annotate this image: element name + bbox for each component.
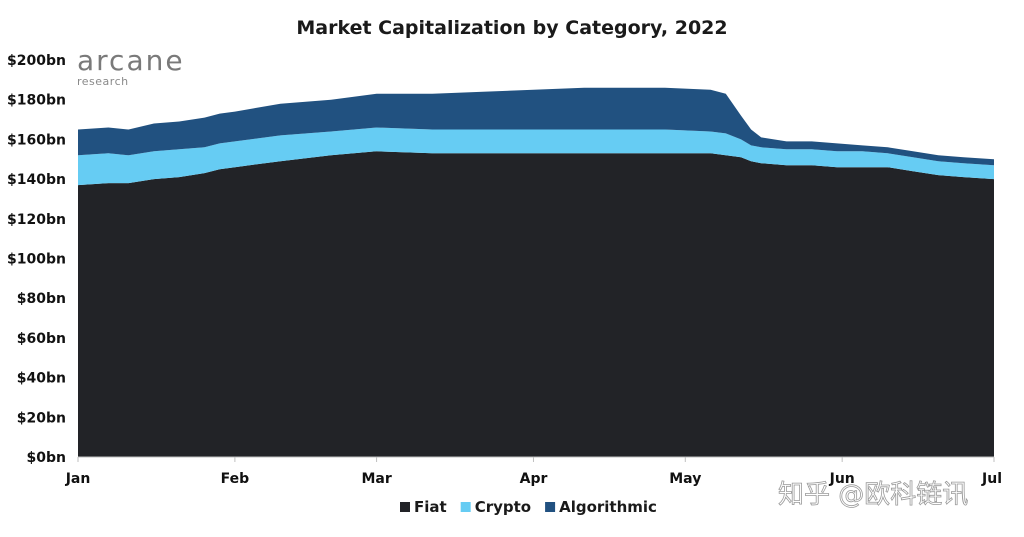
x-tick-label: Jan: [65, 471, 91, 487]
x-tick-label: Jun: [829, 471, 855, 487]
y-tick-label: $160bn: [7, 132, 66, 148]
chart-title: Market Capitalization by Category, 2022: [296, 17, 727, 39]
x-tick-label: Jul: [981, 471, 1002, 487]
legend: Fiat Crypto Algorithmic: [400, 498, 657, 516]
legend-swatch-fiat: [400, 502, 410, 512]
y-tick-label: $100bn: [7, 252, 66, 268]
y-tick-label: $200bn: [7, 53, 66, 69]
legend-label-fiat: Fiat: [414, 498, 447, 516]
x-tick-label: Mar: [361, 471, 391, 487]
x-tick-label: Apr: [520, 471, 548, 487]
y-tick-label: $140bn: [7, 172, 66, 188]
brand-name: arcane: [77, 44, 185, 77]
y-axis: $0bn $20bn $40bn $60bn $80bn $100bn $120bn $140…: [7, 53, 66, 466]
stacked-areas: [78, 87, 994, 458]
x-tick-label: May: [669, 471, 701, 487]
y-tick-label: $0bn: [27, 450, 66, 466]
area-crypto: [78, 127, 994, 186]
area-fiat: [78, 151, 994, 458]
y-tick-label: $80bn: [17, 291, 66, 307]
x-axis: Jan Feb Mar Apr May Jun Jul: [65, 456, 1002, 487]
brand-subtitle: research: [77, 75, 129, 88]
y-tick-label: $180bn: [7, 93, 66, 109]
watermark-text: 知乎 @欧科链讯: [778, 480, 968, 510]
legend-swatch-algorithmic: [545, 502, 556, 512]
y-tick-label: $60bn: [17, 331, 66, 347]
y-tick-label: $120bn: [7, 212, 66, 228]
legend-label-algorithmic: Algorithmic: [559, 498, 657, 516]
x-tick-label: Feb: [221, 471, 250, 487]
area-algorithmic: [78, 87, 994, 166]
brand-logo: arcane research: [77, 44, 185, 88]
legend-label-crypto: Crypto: [475, 498, 531, 516]
y-tick-label: $20bn: [17, 410, 66, 426]
y-tick-label: $40bn: [17, 371, 66, 387]
legend-swatch-crypto: [460, 502, 471, 512]
